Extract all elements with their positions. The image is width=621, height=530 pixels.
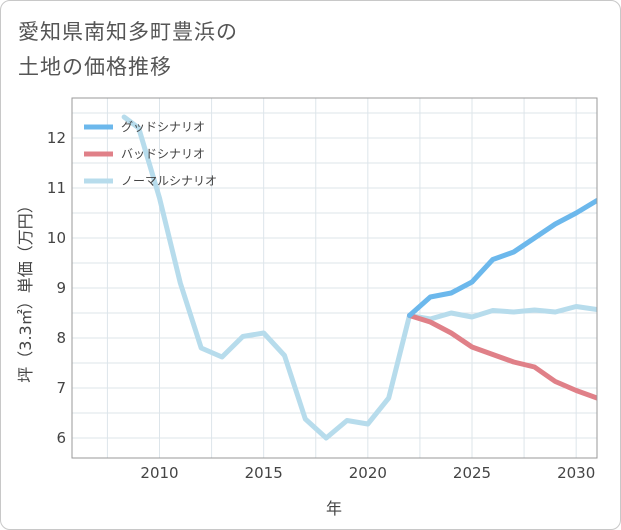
series-line-2: [407, 313, 597, 401]
x-axis-label: 年: [326, 499, 342, 518]
x-tick-label: 2010: [140, 464, 178, 482]
y-axis-label: 坪（3.3㎡）単価（万円）: [16, 197, 35, 382]
chart-title-line-1: 愛知県南知多町豊浜の: [18, 20, 238, 44]
series-layer: [121, 114, 597, 441]
y-tick-label: 6: [56, 429, 66, 447]
y-tick-labels: 6 7 8 9 10 11 12: [47, 129, 66, 447]
x-tick-label: 2020: [349, 464, 387, 482]
y-tick-label: 10: [47, 229, 66, 247]
y-tick-label: 8: [56, 329, 66, 347]
y-tick-label: 11: [47, 179, 66, 197]
series-line-3: [121, 114, 597, 441]
chart-title: 愛知県南知多町豊浜の 土地の価格推移: [18, 15, 598, 85]
y-tick-label: 12: [47, 129, 66, 147]
chart-title-line-2: 土地の価格推移: [18, 55, 172, 79]
legend-label-2: バッドシナリオ: [121, 147, 205, 161]
series-line-1: [407, 198, 597, 318]
plot-border: [71, 97, 598, 459]
y-tick-label: 9: [56, 279, 66, 297]
legend-label-1: グッドシナリオ: [121, 120, 205, 134]
legend-label-3: ノーマルシナリオ: [121, 174, 217, 188]
grid-lines: [72, 98, 597, 458]
y-tick-label: 7: [56, 379, 66, 397]
x-tick-label: 2025: [453, 464, 491, 482]
x-tick-label: 2015: [245, 464, 283, 482]
x-tick-labels: 2010 2015 2020 2025 2030: [140, 464, 595, 482]
x-tick-label: 2030: [557, 464, 595, 482]
